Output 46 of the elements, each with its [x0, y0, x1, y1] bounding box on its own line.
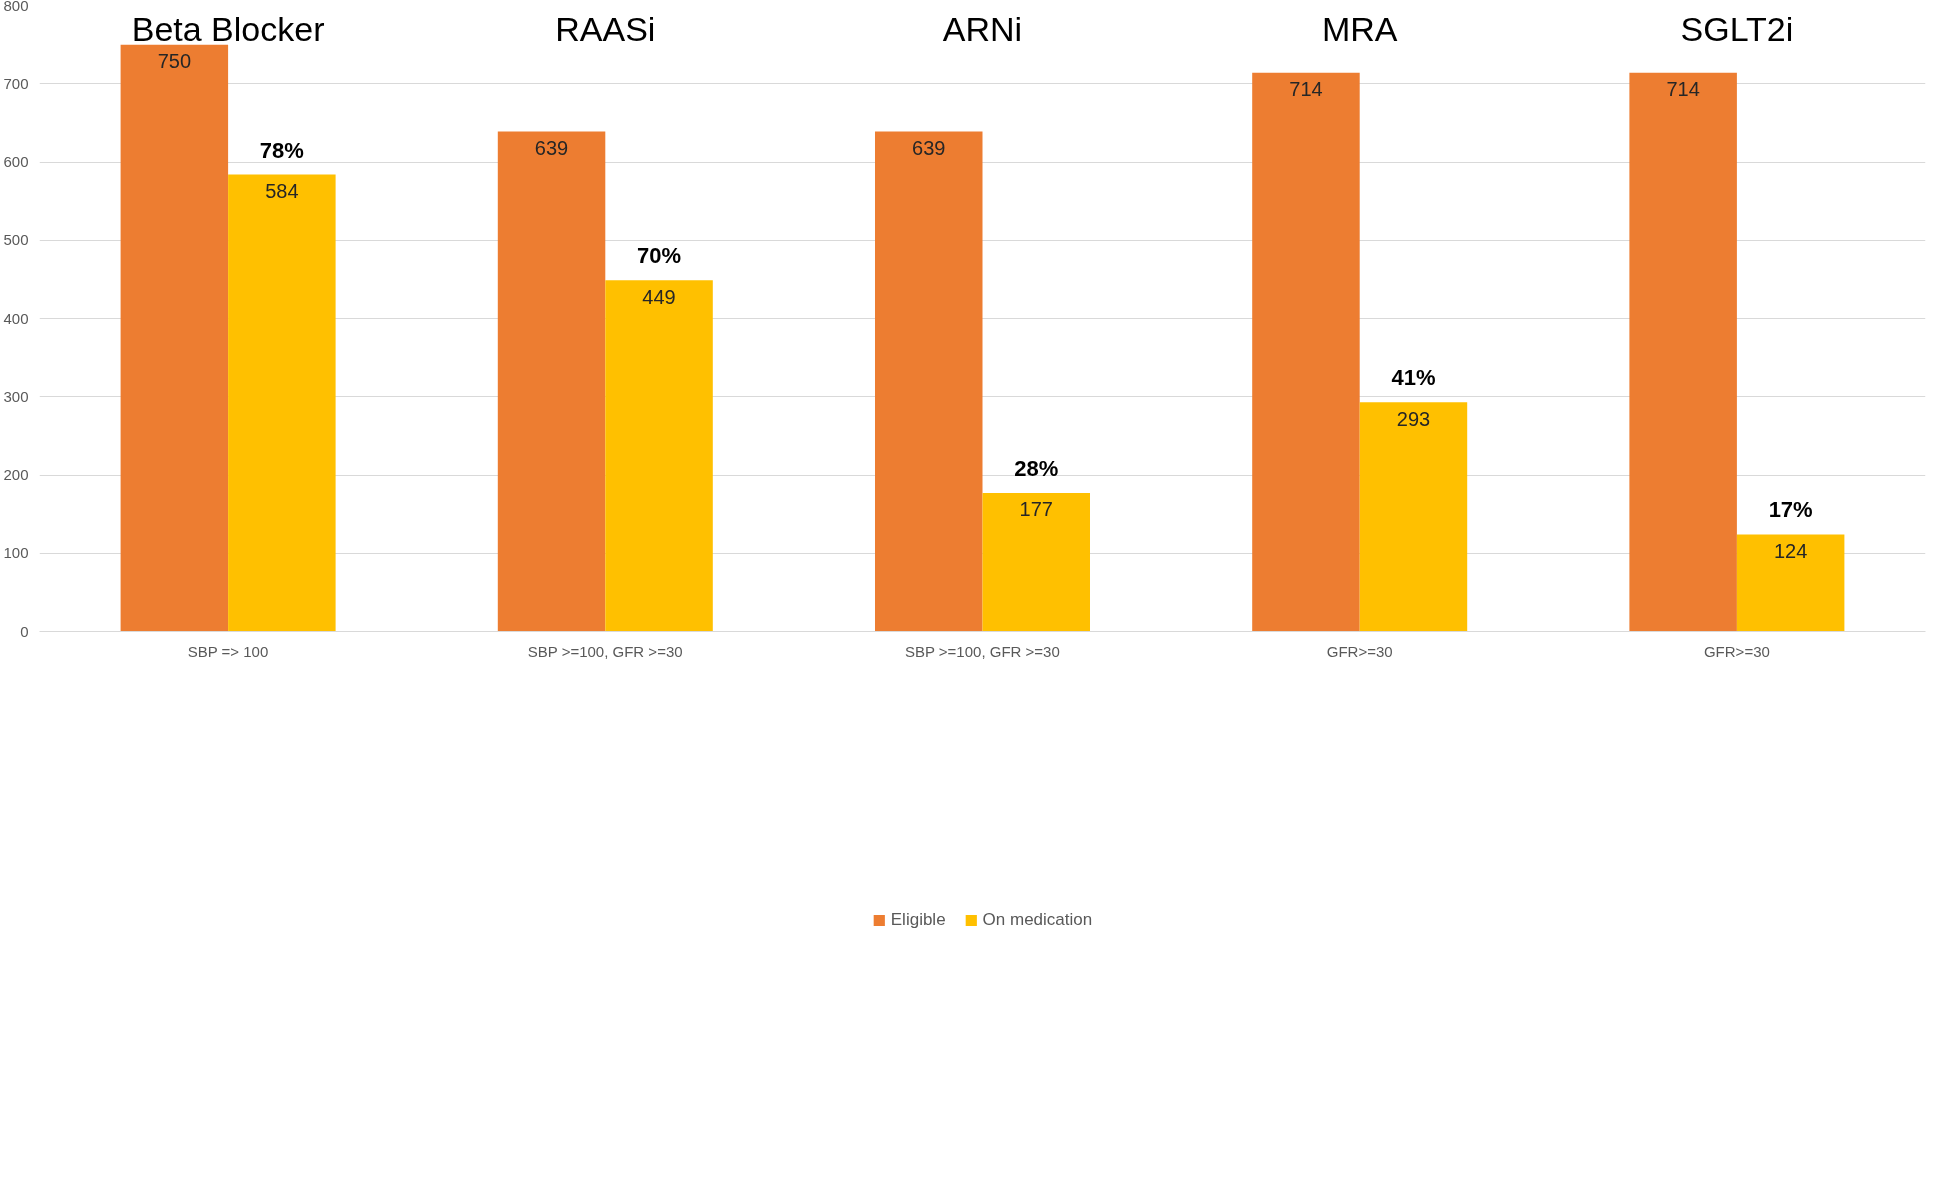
- annotation: Beta Blocker: [131, 9, 325, 48]
- x-tick-label: GFR>=30: [1326, 642, 1393, 660]
- data-label: 177: [1019, 498, 1053, 521]
- legend-label: Eligible: [890, 910, 946, 930]
- data-label: 584: [265, 179, 299, 202]
- annotation: ARNi: [942, 9, 1023, 48]
- y-tick-label: 800: [3, 0, 29, 14]
- legend-label: On medication: [982, 910, 1093, 930]
- y-tick-label: 100: [3, 544, 29, 562]
- y-tick-label: 300: [3, 387, 29, 405]
- data-label: 750: [157, 50, 192, 73]
- data-label: 124: [1773, 539, 1808, 562]
- y-tick-label: 0: [20, 622, 29, 640]
- y-tick-label: 200: [3, 466, 29, 483]
- bar: [1359, 402, 1468, 632]
- x-tick-label: SBP => 100: [187, 642, 269, 660]
- annotation: 17%: [1768, 497, 1813, 523]
- bar: [1252, 72, 1360, 632]
- x-tick-label: SBP >=100, GFR >=30: [527, 642, 683, 660]
- data-label: 714: [1666, 78, 1700, 101]
- bar: [1736, 534, 1845, 632]
- x-tick-label: SBP >=100, GFR >=30: [904, 642, 1060, 660]
- bar: [228, 174, 336, 632]
- bar: [875, 131, 983, 632]
- bar: [605, 280, 713, 632]
- annotation: 78%: [259, 137, 304, 163]
- data-label: 639: [912, 136, 946, 159]
- annotation: MRA: [1321, 9, 1398, 48]
- y-tick-label: 400: [3, 309, 29, 327]
- data-label: 639: [534, 136, 569, 159]
- x-tick-label: GFR>=30: [1703, 642, 1770, 660]
- annotation: RAASi: [555, 9, 656, 48]
- data-label: 293: [1396, 407, 1431, 430]
- bar: [982, 493, 1090, 632]
- annotation: SGLT2i: [1680, 9, 1794, 48]
- annotation: 41%: [1391, 365, 1436, 391]
- y-tick-label: 600: [3, 153, 29, 170]
- y-tick-label: 500: [3, 231, 29, 249]
- y-tick-label: 700: [3, 74, 29, 92]
- data-label: 714: [1289, 78, 1323, 101]
- annotation: 70%: [637, 243, 682, 269]
- data-label: 449: [642, 285, 676, 308]
- bar: [1629, 72, 1737, 632]
- bar: [497, 131, 606, 632]
- bar: [120, 44, 229, 632]
- annotation: 28%: [1014, 456, 1059, 481]
